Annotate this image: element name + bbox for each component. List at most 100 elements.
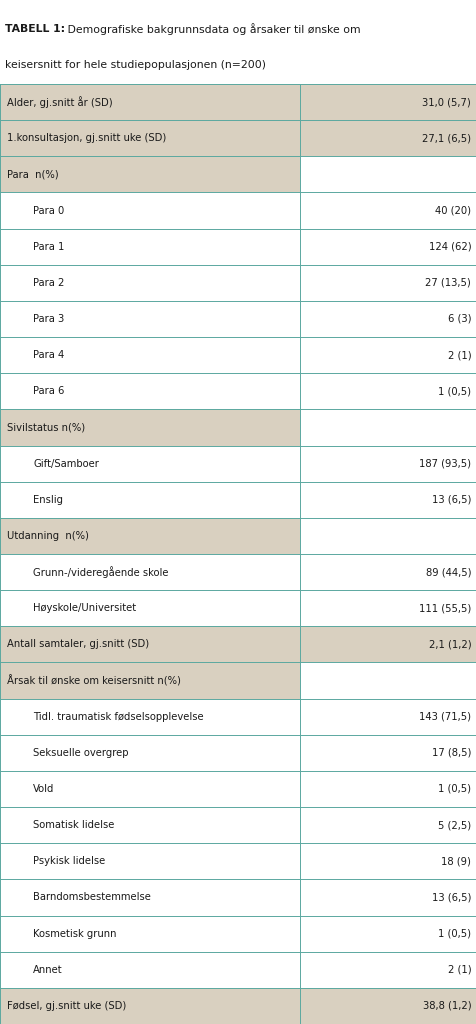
Text: Høyskole/Universitet: Høyskole/Universitet [33,603,137,613]
Bar [0,518,300,554]
Text: Vold: Vold [33,784,55,794]
Bar [300,735,476,771]
Text: 1 (0,5): 1 (0,5) [438,784,471,794]
Text: 2 (1): 2 (1) [447,965,471,975]
Text: 27,1 (6,5): 27,1 (6,5) [422,133,471,143]
Bar [300,627,476,663]
Bar [0,84,300,120]
Bar [300,663,476,698]
Text: Para 1: Para 1 [33,242,65,252]
Bar [300,518,476,554]
Text: 31,0 (5,7): 31,0 (5,7) [423,97,471,108]
Bar [0,157,300,193]
Text: Sivilstatus n(%): Sivilstatus n(%) [7,423,85,432]
Text: 143 (71,5): 143 (71,5) [419,712,471,722]
Text: Demografiske bakgrunnsdata og årsaker til ønske om: Demografiske bakgrunnsdata og årsaker ti… [64,24,361,36]
Text: Utdanning  n(%): Utdanning n(%) [7,530,89,541]
Bar [300,771,476,807]
Bar [300,880,476,915]
Bar [0,445,300,481]
Bar [0,915,300,951]
Bar [0,880,300,915]
Text: Seksuelle overgrep: Seksuelle overgrep [33,748,129,758]
Bar [300,915,476,951]
Bar [0,337,300,373]
Bar [300,988,476,1024]
Bar [0,373,300,410]
Text: 13 (6,5): 13 (6,5) [432,495,471,505]
Bar [300,301,476,337]
Bar [300,337,476,373]
Bar [300,373,476,410]
Bar [0,590,300,627]
Text: TABELL 1:: TABELL 1: [5,24,65,34]
Bar [0,807,300,843]
Text: Psykisk lidelse: Psykisk lidelse [33,856,106,866]
Bar [0,0,476,84]
Bar [0,120,300,157]
Text: Para  n(%): Para n(%) [7,169,59,179]
Text: 6 (3): 6 (3) [448,314,471,324]
Text: 111 (55,5): 111 (55,5) [419,603,471,613]
Bar [300,481,476,518]
Bar [0,554,300,590]
Bar [0,481,300,518]
Text: Grunn-/videregående skole: Grunn-/videregående skole [33,566,169,578]
Text: Para 0: Para 0 [33,206,65,215]
Text: Somatisk lidelse: Somatisk lidelse [33,820,115,830]
Text: 1.konsultasjon, gj.snitt uke (SD): 1.konsultasjon, gj.snitt uke (SD) [7,133,167,143]
Bar [0,228,300,265]
Bar [300,843,476,880]
Bar [300,410,476,445]
Text: Para 6: Para 6 [33,386,65,396]
Bar [300,951,476,988]
Bar [0,843,300,880]
Text: Alder, gj.snitt år (SD): Alder, gj.snitt år (SD) [7,96,113,108]
Bar [0,771,300,807]
Bar [0,301,300,337]
Text: 40 (20): 40 (20) [435,206,471,215]
Text: 27 (13,5): 27 (13,5) [426,278,471,288]
Bar [0,735,300,771]
Bar [300,157,476,193]
Bar [0,265,300,301]
Bar [0,627,300,663]
Bar [300,698,476,735]
Text: 1 (0,5): 1 (0,5) [438,929,471,939]
Bar [300,554,476,590]
Text: Para 4: Para 4 [33,350,65,360]
Bar [300,445,476,481]
Text: keisersnitt for hele studiepopulasjonen (n=200): keisersnitt for hele studiepopulasjonen … [5,60,266,71]
Text: Para 2: Para 2 [33,278,65,288]
Bar [300,84,476,120]
Text: 187 (93,5): 187 (93,5) [419,459,471,469]
Text: Barndomsbestemmelse: Barndomsbestemmelse [33,893,151,902]
Bar [0,951,300,988]
Bar [300,193,476,228]
Text: 5 (2,5): 5 (2,5) [438,820,471,830]
Bar [0,410,300,445]
Text: 2,1 (1,2): 2,1 (1,2) [428,639,471,649]
Text: Enslig: Enslig [33,495,63,505]
Text: Gift/Samboer: Gift/Samboer [33,459,99,469]
Text: 124 (62): 124 (62) [428,242,471,252]
Bar [300,120,476,157]
Bar [0,193,300,228]
Text: 38,8 (1,2): 38,8 (1,2) [423,1000,471,1011]
Text: 17 (8,5): 17 (8,5) [432,748,471,758]
Text: Tidl. traumatisk fødselsopplevelse: Tidl. traumatisk fødselsopplevelse [33,712,204,722]
Bar [300,265,476,301]
Bar [0,988,300,1024]
Text: Kosmetisk grunn: Kosmetisk grunn [33,929,117,939]
Bar [300,807,476,843]
Text: Fødsel, gj.snitt uke (SD): Fødsel, gj.snitt uke (SD) [7,1000,127,1011]
Text: Antall samtaler, gj.snitt (SD): Antall samtaler, gj.snitt (SD) [7,639,149,649]
Text: Annet: Annet [33,965,63,975]
Text: Årsak til ønske om keisersnitt n(%): Årsak til ønske om keisersnitt n(%) [7,675,181,686]
Text: 89 (44,5): 89 (44,5) [426,567,471,578]
Text: 1 (0,5): 1 (0,5) [438,386,471,396]
Bar [0,663,300,698]
Text: 18 (9): 18 (9) [441,856,471,866]
Text: Para 3: Para 3 [33,314,65,324]
Bar [0,698,300,735]
